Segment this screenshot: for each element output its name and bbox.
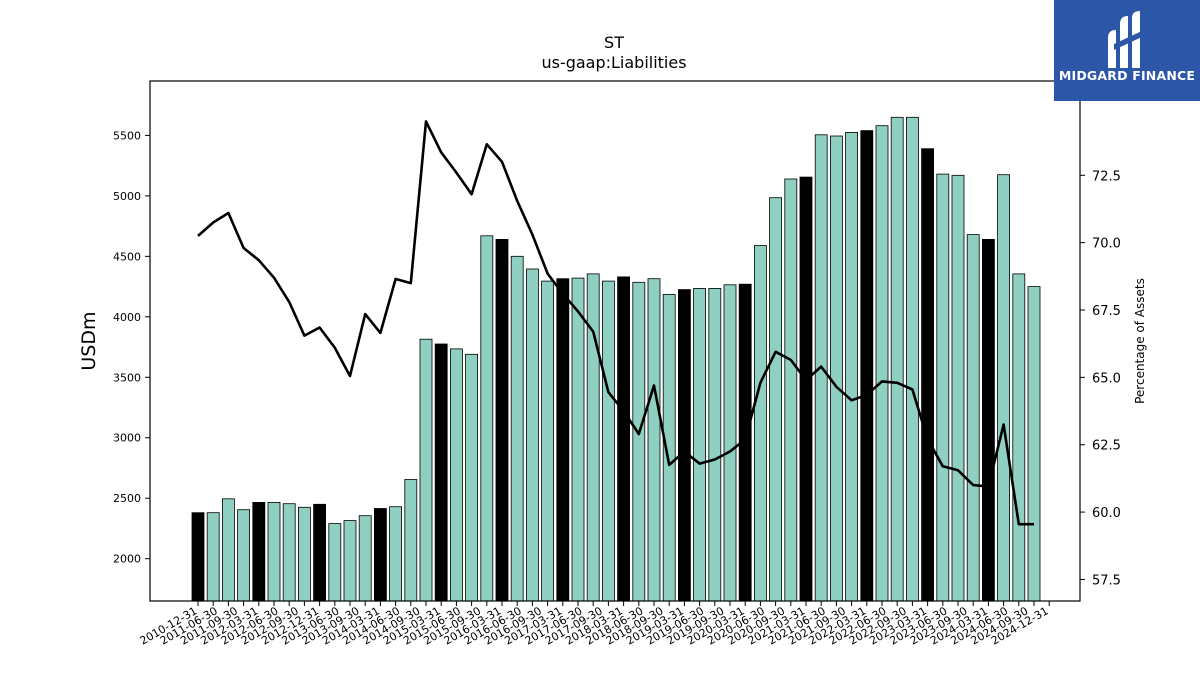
bar-2010-12-31	[191, 512, 205, 602]
bar-2020-03-31	[754, 245, 767, 602]
bar-2017-03-31	[571, 277, 585, 602]
y-tick-label: 4000	[113, 311, 141, 324]
bar-2015-03-31	[449, 348, 463, 602]
bar-2013-09-30	[358, 515, 372, 602]
bar-2020-09-30	[784, 178, 798, 602]
y2-tick-label: 60.0	[1092, 506, 1121, 521]
bar-2023-06-30	[951, 174, 965, 602]
bar-2016-12-31	[556, 278, 570, 602]
bars-layer	[191, 116, 1041, 602]
y2-tick-label: 67.5	[1092, 304, 1121, 319]
bar-2015-12-31	[495, 238, 509, 602]
bar-2017-06-30	[586, 273, 600, 602]
bar-2018-03-31	[632, 281, 646, 602]
bar-2018-06-30	[647, 278, 661, 602]
bar-2015-09-30	[480, 235, 494, 602]
bar-2016-03-31	[510, 255, 524, 602]
bar-2023-03-31	[936, 173, 950, 602]
bar-2017-09-30	[602, 280, 615, 602]
bar-2024-09-30	[1027, 286, 1041, 602]
bar-2014-06-30	[404, 479, 418, 602]
y-tick-label: 4500	[113, 250, 141, 263]
bar-2013-12-31	[373, 508, 387, 602]
bar-2014-12-31	[434, 343, 448, 602]
bar-2014-03-31	[389, 506, 403, 602]
bar-2022-09-30	[906, 116, 919, 602]
bar-2022-12-31	[921, 148, 934, 602]
y2-tick-label: 57.5	[1092, 573, 1121, 588]
y2-axis-label: Percentage of Assets	[1133, 278, 1147, 404]
bar-2019-09-30	[723, 284, 737, 602]
brand-name: MIDGARD FINANCE	[1058, 68, 1196, 83]
line-percentage-of-assets	[197, 120, 1034, 526]
bar-2013-03-31	[328, 523, 342, 602]
y2-tick-label: 70.0	[1092, 237, 1121, 252]
bar-2022-06-30	[890, 116, 904, 602]
y-tick-label: 2000	[113, 553, 141, 566]
bar-2014-09-30	[419, 338, 433, 602]
chart-subtitle: us-gaap:Liabilities	[541, 53, 686, 72]
y2-tick-label: 62.5	[1092, 439, 1121, 454]
bar-2012-09-30	[297, 506, 311, 602]
bar-2024-06-30	[1012, 273, 1026, 602]
logo-mark-icon	[1108, 11, 1144, 68]
bar-2011-12-31	[252, 501, 266, 602]
bar-2012-06-30	[282, 503, 296, 602]
bar-2016-06-30	[526, 268, 539, 602]
bar-2020-12-31	[799, 176, 813, 602]
bar-2011-03-31	[206, 512, 220, 602]
bar-2023-09-30	[966, 234, 980, 602]
y2-tick-label: 65.0	[1092, 371, 1121, 386]
bar-2012-12-31	[313, 503, 327, 602]
bar-2019-06-30	[708, 287, 722, 602]
y-tick-label: 3500	[113, 371, 141, 384]
bar-2013-06-30	[343, 520, 357, 602]
bar-2015-06-30	[465, 353, 479, 602]
bar-2021-12-31	[860, 130, 874, 602]
plot-frame	[149, 80, 1081, 602]
y2-tick-label: 72.5	[1092, 169, 1121, 184]
bar-2011-09-30	[237, 509, 251, 602]
bar-2017-12-31	[617, 276, 630, 602]
bar-2012-03-31	[267, 501, 281, 602]
bar-2016-09-30	[541, 280, 554, 602]
bar-2022-03-31	[875, 125, 889, 602]
brand-logo: MIDGARD FINANCE	[1054, 0, 1200, 101]
y-axis-right: 57.5 60.0 62.5 65.0 67.5 70.0 72.5	[1080, 169, 1121, 588]
bar-2020-06-30	[769, 197, 782, 602]
y-tick-label: 5500	[113, 129, 141, 142]
bar-2024-03-31	[997, 174, 1010, 602]
x-axis: 2010-12-312011-06-302011-09-302012-03-31…	[138, 601, 1051, 648]
y-tick-label: 2500	[113, 492, 141, 505]
bar-2019-03-31	[693, 287, 706, 602]
bar-2018-12-31	[678, 289, 691, 602]
bar-2021-09-30	[845, 131, 858, 602]
y-axis-label: USDm	[78, 311, 100, 370]
line-layer	[197, 120, 1034, 526]
y-axis-left: 2000 2500 3000 3500 4000 4500 5000 5500	[113, 129, 150, 566]
bar-2021-06-30	[830, 135, 843, 602]
y-tick-label: 5000	[113, 190, 141, 203]
chart-title: ST	[604, 33, 624, 52]
bar-2011-06-30	[221, 498, 235, 602]
bar-2023-12-31	[982, 238, 995, 602]
y-tick-label: 3000	[113, 432, 141, 445]
